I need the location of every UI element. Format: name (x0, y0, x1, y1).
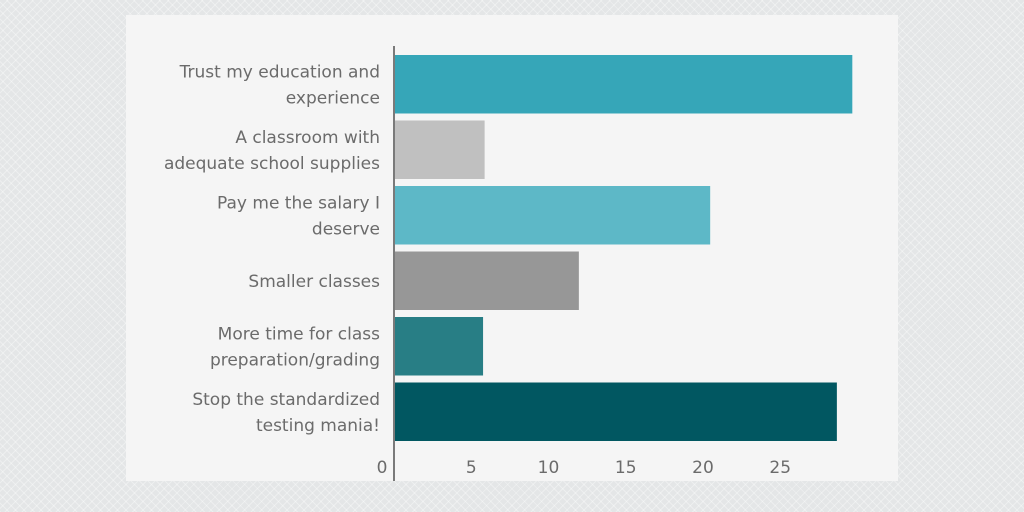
x-tick-label-0: 0 (377, 458, 388, 478)
category-label-6-line-2: testing mania! (256, 416, 380, 436)
category-label-1-line-2: experience (286, 88, 380, 108)
x-tick-label-5: 5 (466, 458, 477, 478)
x-tick-label-25: 25 (769, 458, 791, 478)
category-label-4-line-1: Smaller classes (248, 272, 380, 292)
bars-group (395, 55, 853, 441)
bar-1 (395, 55, 853, 114)
bar-5 (395, 317, 484, 376)
category-label-2-line-1: A classroom with (235, 128, 380, 148)
bar-chart: Trust my education and experience A classr… (164, 46, 853, 481)
category-label-1-line-1: Trust my education and (179, 62, 380, 82)
category-label-6-line-1: Stop the standardized (192, 390, 380, 410)
x-tick-labels: 0 5 10 15 20 25 (377, 458, 791, 478)
category-labels: Trust my education and experience A classr… (164, 62, 380, 436)
bar-3 (395, 186, 711, 245)
category-label-5-line-2: preparation/grading (210, 350, 380, 370)
category-label-2-line-2: adequate school supplies (164, 154, 380, 174)
category-label-3-line-1: Pay me the salary I (217, 193, 380, 213)
chart-panel: Trust my education and experience A classr… (126, 15, 898, 481)
bar-4 (395, 251, 579, 310)
category-label-5-line-1: More time for class (218, 324, 380, 344)
bar-2 (395, 120, 485, 179)
category-label-3-line-2: deserve (312, 219, 380, 239)
x-tick-label-10: 10 (538, 458, 560, 478)
x-tick-label-15: 15 (615, 458, 637, 478)
x-tick-label-20: 20 (692, 458, 714, 478)
bar-6 (395, 382, 837, 441)
